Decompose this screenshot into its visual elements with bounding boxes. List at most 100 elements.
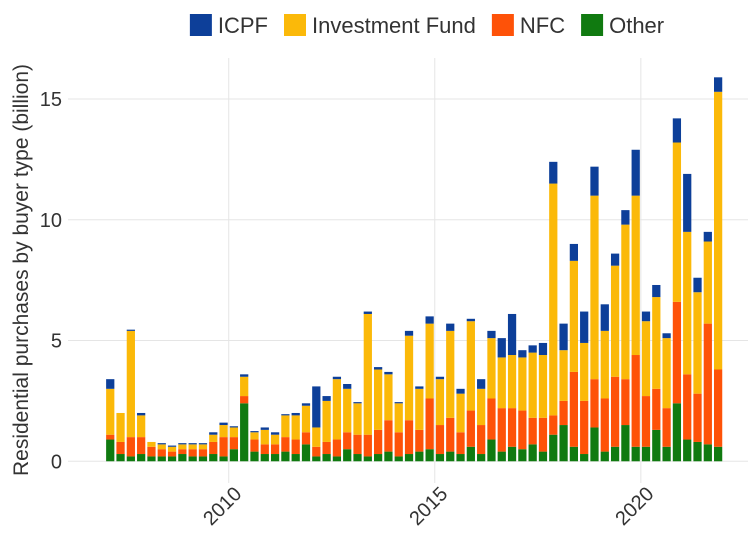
bar-segment xyxy=(703,323,712,445)
bar-segment xyxy=(415,451,424,462)
legend-swatch xyxy=(581,14,604,36)
bar-segment xyxy=(116,441,125,455)
legend-label: NFC xyxy=(520,13,565,38)
legend-swatch xyxy=(189,14,212,36)
legend-label: ICPF xyxy=(218,13,268,38)
bar-segment xyxy=(487,330,496,339)
bar-segment xyxy=(477,379,486,389)
bar-segment xyxy=(394,456,403,462)
bar-segment xyxy=(652,388,661,430)
bar-segment xyxy=(312,427,321,447)
bar-segment xyxy=(672,142,682,302)
bar-segment xyxy=(404,454,414,462)
bar-segment xyxy=(332,379,342,440)
bar-segment xyxy=(374,429,383,455)
bar-segment xyxy=(270,454,280,462)
bar-segment xyxy=(446,417,455,452)
bar-segment xyxy=(621,425,630,462)
bar-segment xyxy=(714,77,723,92)
bar-segment xyxy=(693,277,702,293)
bar-segment xyxy=(487,338,496,399)
bar-segment xyxy=(374,369,383,430)
bar-segment xyxy=(569,243,578,261)
bar-segment xyxy=(322,400,331,442)
bar-segment xyxy=(343,432,352,450)
bar-segment xyxy=(580,400,589,455)
bar-segment xyxy=(219,422,228,426)
bar-segment xyxy=(322,396,331,401)
bar-segment xyxy=(137,412,146,416)
bar-segment xyxy=(106,379,115,389)
bar-segment xyxy=(497,338,506,358)
bar-segment xyxy=(559,400,568,426)
bar-segment xyxy=(384,451,393,462)
bar-segment xyxy=(549,415,558,435)
legend-swatch xyxy=(491,14,514,36)
bar-segment xyxy=(137,437,146,455)
bar-segment xyxy=(487,439,496,462)
bar-segment xyxy=(394,432,403,457)
bar-segment xyxy=(590,166,599,196)
bar-segment xyxy=(549,434,558,462)
bar-segment xyxy=(126,330,135,438)
bar-segment xyxy=(178,449,187,455)
bar-segment xyxy=(188,443,197,445)
bar-segment xyxy=(580,342,589,401)
bar-segment xyxy=(353,402,362,404)
bar-segment xyxy=(621,210,630,225)
bar-segment xyxy=(641,446,651,462)
bar-segment xyxy=(446,323,455,331)
bar-segment xyxy=(528,417,537,445)
bar-segment xyxy=(497,451,506,462)
bar-segment xyxy=(714,369,723,447)
bar-segment xyxy=(240,376,249,397)
bar-segment xyxy=(507,355,517,409)
bar-segment xyxy=(621,224,630,380)
bar-segment xyxy=(229,427,238,438)
bar-segment xyxy=(714,91,723,370)
bar-segment xyxy=(590,427,599,462)
bar-segment xyxy=(703,241,712,324)
bar-segment xyxy=(188,444,197,450)
bar-segment xyxy=(507,446,517,462)
bar-segment xyxy=(147,456,156,462)
y-tick-label: 5 xyxy=(51,331,62,353)
bar-segment xyxy=(662,333,671,339)
bar-segment xyxy=(116,412,125,442)
bar-segment xyxy=(240,396,249,404)
bar-segment xyxy=(209,432,218,435)
bar-segment xyxy=(446,451,455,462)
bar-segment xyxy=(404,335,414,421)
bar-segment xyxy=(693,292,702,394)
bar-segment xyxy=(332,376,342,380)
bar-segment xyxy=(559,425,568,462)
bar-segment xyxy=(219,425,228,438)
bar-segment xyxy=(260,444,269,455)
bar-segment xyxy=(301,432,311,445)
bar-segment xyxy=(477,425,486,455)
bar-segment xyxy=(363,311,372,314)
bar-segment xyxy=(435,376,445,380)
bar-segment xyxy=(672,301,682,404)
bar-segment xyxy=(353,454,362,462)
bar-segment xyxy=(301,444,311,462)
bar-segment xyxy=(301,403,311,406)
bar-segment xyxy=(167,445,177,447)
bar-segment xyxy=(641,321,651,397)
bar-segment xyxy=(683,374,692,440)
bar-segment xyxy=(569,260,578,372)
bar-segment xyxy=(662,408,671,447)
bar-segment xyxy=(250,432,259,440)
bar-segment xyxy=(374,367,383,370)
bar-segment xyxy=(312,456,321,462)
bar-segment xyxy=(147,446,156,457)
bar-segment xyxy=(631,446,640,462)
x-tick-label: 2015 xyxy=(405,483,452,529)
bar-segment xyxy=(198,444,208,450)
bar-segment xyxy=(157,443,166,445)
bar-segment xyxy=(270,444,280,455)
bar-segment xyxy=(631,195,640,356)
bar-segment xyxy=(209,441,218,455)
bar-segment xyxy=(641,311,651,322)
bar-segment xyxy=(260,429,269,445)
